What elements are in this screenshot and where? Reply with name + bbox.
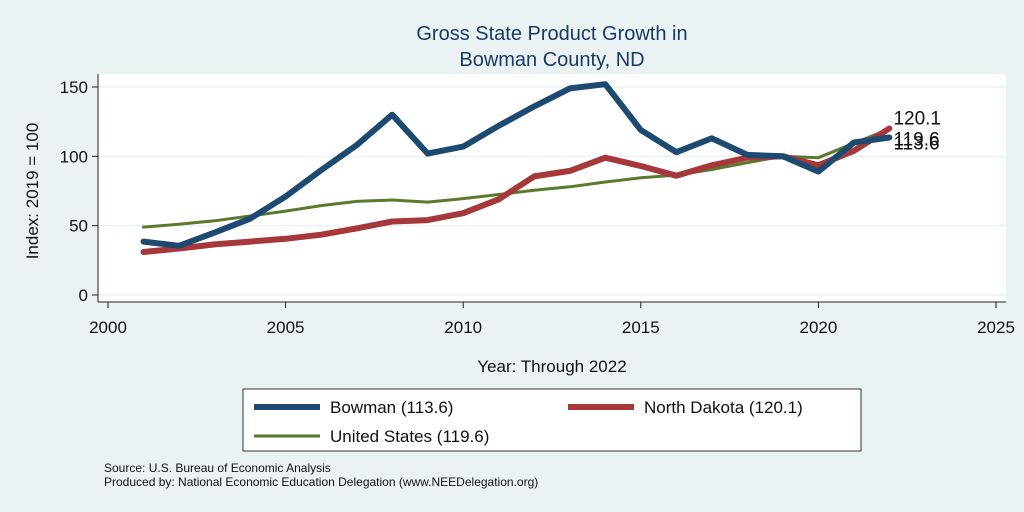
x-tick-label-2010: 2010 [444,318,482,337]
legend-label-2: United States (119.6) [330,427,489,446]
y-tick-label-150: 150 [60,78,88,97]
legend-label-0: Bowman (113.6) [330,398,453,417]
axes: 0 50 100 150 2000 2005 2010 2015 2020 2025 [60,74,1015,337]
legend-label-1: North Dakota (120.1) [644,398,803,417]
x-tick-label-2020: 2020 [799,318,837,337]
source-note: Source: U.S. Bureau of Economic Analysis [104,461,331,475]
y-axis-label: Index: 2019 = 100 [23,123,42,260]
produced-by-note: Produced by: National Economic Education… [104,475,538,489]
chart-title-line-1: Gross State Product Growth in [416,23,687,45]
y-tick-label-100: 100 [60,147,88,166]
y-tick-label-50: 50 [69,217,88,236]
end-label-1: 119.6 [893,129,939,150]
y-tick-label-0: 0 [79,286,88,305]
x-axis-label: Year: Through 2022 [477,357,626,376]
x-tick-label-2025: 2025 [977,318,1015,337]
x-tick-label-2000: 2000 [89,318,127,337]
end-label-2: 113.6 [893,133,939,154]
legend-box [242,388,862,452]
gridlines [98,86,1006,296]
end-label-0: 120.1 [893,108,941,129]
legend: Bowman (113.6) North Dakota (120.1) United… [254,398,803,446]
chart-title-line-2: Bowman County, ND [459,49,644,71]
x-tick-label-2015: 2015 [622,318,660,337]
x-tick-label-2005: 2005 [267,318,305,337]
series-lines [140,81,893,255]
series-line-bowman [140,81,893,249]
